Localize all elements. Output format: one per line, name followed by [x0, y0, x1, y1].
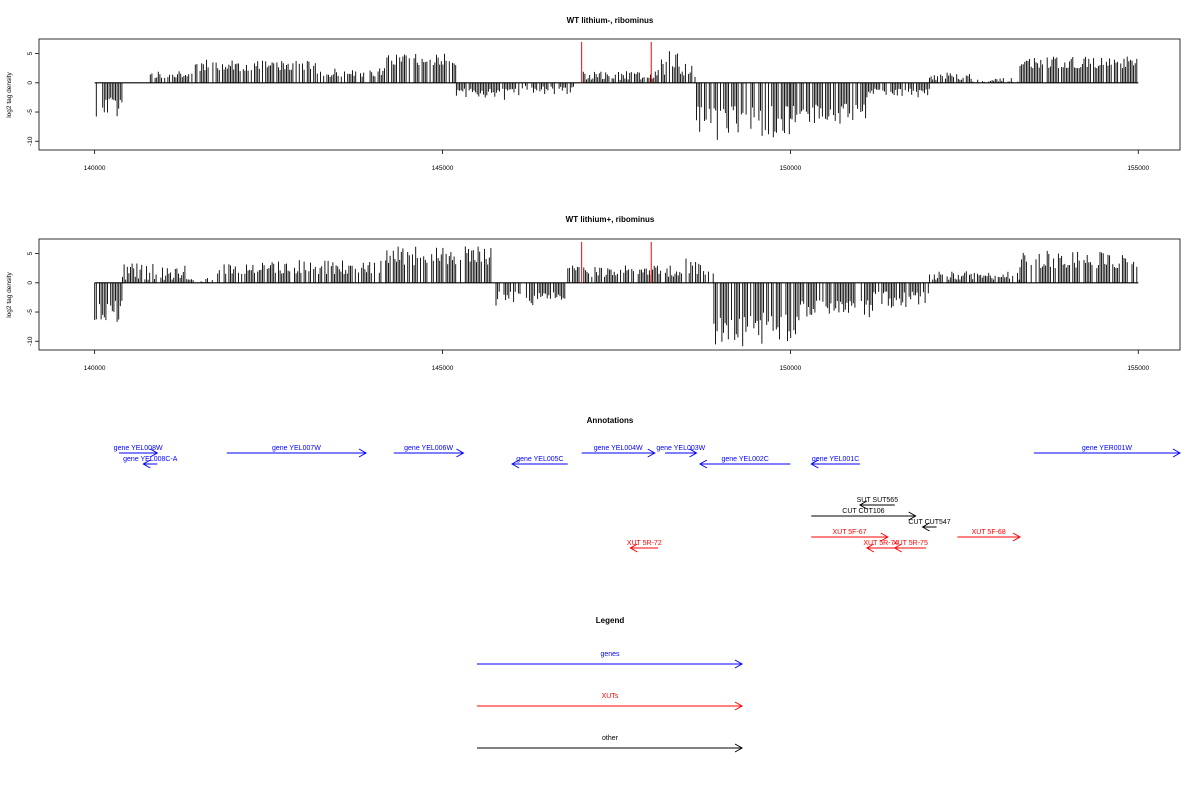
x-tick-label: 150000	[780, 365, 802, 372]
gene-label: gene YEL003W	[656, 445, 705, 452]
panel-2-ylabel: log2 tag density	[6, 271, 13, 317]
legend: Legend genes XUTs other	[477, 616, 744, 753]
x-tick-label: 145000	[432, 165, 454, 172]
feature-arrow	[921, 522, 937, 532]
gene-label: gene YEL007W	[272, 445, 321, 452]
feature-label: XUT 5R-74	[863, 540, 898, 547]
gene-annotations: gene YEL008W gene YEL008C-A gene YEL007W ge…	[114, 445, 1182, 469]
feature-label: SUT SUT565	[857, 497, 899, 504]
y-tick-label: 0	[27, 81, 34, 85]
panel-1-bars	[94, 41, 1139, 140]
panel-2-title: WT lithium+, ribominus	[566, 215, 655, 224]
legend-arrow	[477, 701, 744, 711]
y-tick-label: -5	[27, 109, 34, 115]
x-tick-label: 140000	[84, 165, 106, 172]
x-tick-label: 155000	[1127, 165, 1149, 172]
gene-arrow	[119, 448, 159, 458]
feature-arrow	[865, 543, 895, 553]
gene-arrow	[142, 459, 158, 469]
legend-title: Legend	[596, 616, 625, 625]
feature-annotations: SUT SUT565 CUT CUT106 CUT CUT547 XUT 5F-67 X…	[627, 497, 1021, 553]
gene-label: gene YEL006W	[404, 445, 453, 452]
gene-arrow	[581, 448, 656, 458]
panel-2-axes: 140000 145000 150000 155000 5 0 -5 -10	[27, 251, 1149, 372]
gene-arrow	[698, 459, 791, 469]
panel-1-title: WT lithium-, ribominus	[567, 16, 654, 25]
gene-arrow	[810, 459, 860, 469]
legend-label: genes	[600, 651, 620, 658]
annotations-title: Annotations	[587, 416, 634, 425]
density-panel-1: WT lithium-, ribominus log2 tag density …	[6, 16, 1181, 172]
x-tick-label: 150000	[780, 165, 802, 172]
gene-arrow	[226, 448, 368, 458]
gene-arrow	[1033, 448, 1182, 458]
gene-arrow	[511, 459, 568, 469]
legend-arrow	[477, 659, 744, 669]
y-tick-label: 5	[27, 251, 34, 255]
panel-2-frame	[38, 238, 1181, 351]
gene-label: gene YEL005C	[516, 456, 563, 463]
gene-label: gene YEL008C-A	[123, 456, 178, 463]
feature-arrow	[811, 532, 889, 542]
feature-arrow	[858, 500, 895, 510]
legend-label: other	[602, 735, 619, 742]
gene-label: gene YEL008W	[114, 445, 163, 452]
feature-label: CUT CUT547	[908, 519, 950, 526]
gene-label: gene YEL004W	[594, 445, 643, 452]
panel-1-axes: 140000 145000 150000 155000 5 0 -5 -10	[27, 51, 1149, 172]
y-tick-label: -10	[27, 336, 34, 346]
y-tick-label: -10	[27, 136, 34, 146]
x-tick-label: 155000	[1127, 365, 1149, 372]
legend-label: XUTs	[602, 693, 619, 700]
legend-arrow	[477, 743, 744, 753]
x-tick-label: 140000	[84, 365, 106, 372]
y-tick-label: 5	[27, 51, 34, 55]
panel-1-ylabel: log2 tag density	[6, 71, 13, 117]
feature-label: XUT 5F-68	[972, 529, 1006, 536]
density-panel-2: WT lithium+, ribominus log2 tag density …	[6, 215, 1181, 372]
gene-label: gene YER001W	[1082, 445, 1132, 452]
feature-label: XUT 5R-72	[627, 540, 662, 547]
y-tick-label: 0	[27, 281, 34, 285]
feature-label: XUT 5F-67	[832, 529, 866, 536]
feature-label: CUT CUT106	[842, 508, 884, 515]
gene-arrow	[393, 448, 465, 458]
gene-arrow	[665, 448, 698, 458]
legend-items: genes XUTs other	[477, 651, 744, 753]
y-tick-label: -5	[27, 309, 34, 315]
feature-arrow	[893, 543, 927, 553]
gene-label: gene YEL002C	[721, 456, 768, 463]
feature-label: XUT 5R-75	[893, 540, 928, 547]
feature-arrow	[629, 543, 659, 553]
panel-1-frame	[38, 38, 1181, 151]
feature-arrow	[957, 532, 1021, 542]
x-tick-label: 145000	[432, 365, 454, 372]
gene-label: gene YEL001C	[812, 456, 859, 463]
panel-2-bars	[94, 241, 1139, 347]
feature-arrow	[811, 511, 917, 521]
